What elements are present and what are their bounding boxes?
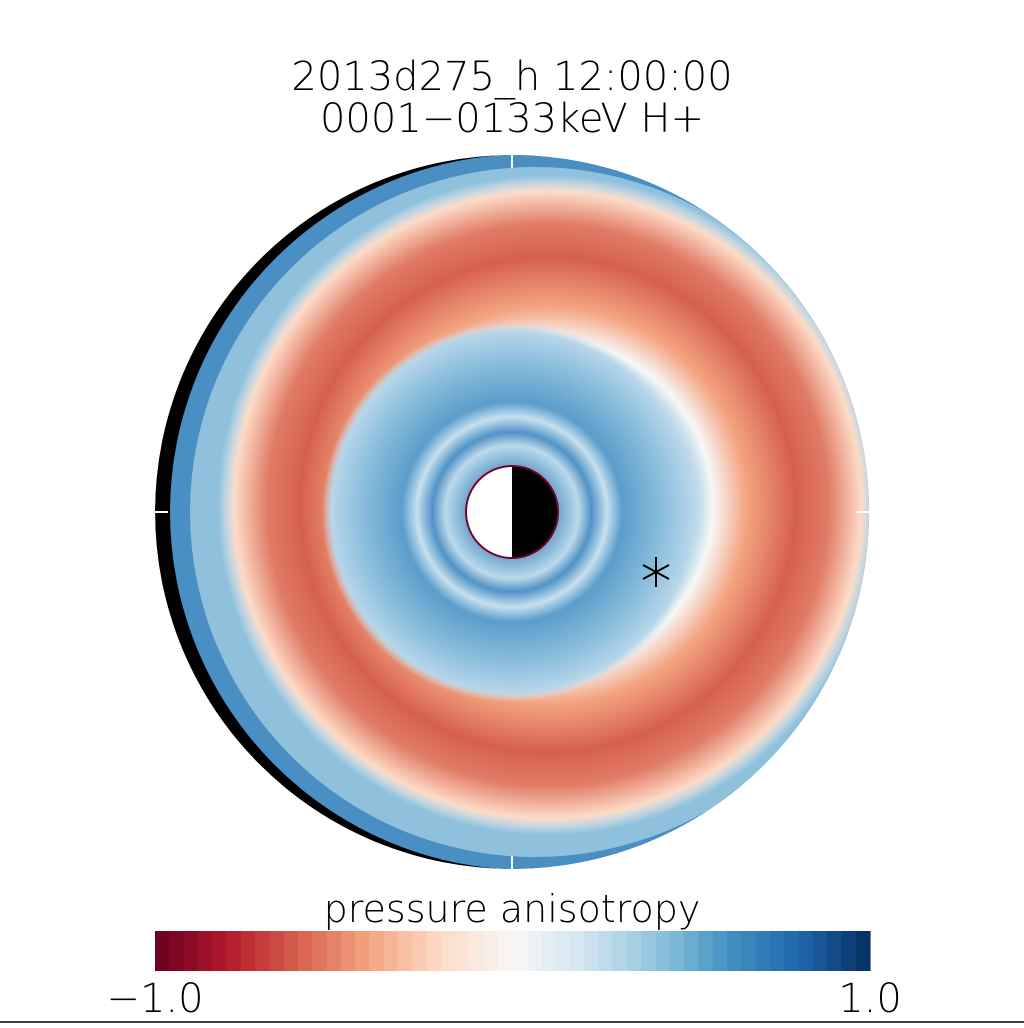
colorbar-segment xyxy=(226,931,242,971)
colorbar-segment xyxy=(469,931,485,971)
colorbar-segment xyxy=(312,931,328,971)
colorbar-segment xyxy=(197,931,213,971)
colorbar-segment xyxy=(441,931,456,971)
colorbar-segment xyxy=(212,931,228,971)
colorbar-tick-label: −1.0 xyxy=(106,976,203,1022)
colorbar-segment xyxy=(326,931,342,971)
colorbar-segment xyxy=(827,931,842,971)
colorbar-segment xyxy=(641,931,657,971)
earth xyxy=(465,465,559,559)
colorbar-segment xyxy=(512,931,528,971)
chart-title: 2013d275_h 12:00:00 xyxy=(291,54,732,100)
colorbar-segment xyxy=(569,931,585,971)
colorbar-segment xyxy=(298,931,313,971)
colorbar-segment xyxy=(498,931,514,971)
colorbar-segment xyxy=(769,931,785,971)
colorbar-segment xyxy=(626,931,642,971)
colorbar-tick-label: 1.0 xyxy=(838,976,902,1022)
colorbar-segment xyxy=(655,931,671,971)
chart-subtitle: 0001−0133keV H+ xyxy=(320,96,704,142)
colorbar-segment xyxy=(727,931,742,971)
colorbar-segment xyxy=(340,931,356,971)
colorbar-segment xyxy=(283,931,299,971)
colorbar-segment xyxy=(612,931,628,971)
colorbar-segment xyxy=(669,931,685,971)
colorbar-segment xyxy=(455,931,471,971)
earth-outline xyxy=(465,465,559,559)
colorbar-segment xyxy=(755,931,771,971)
colorbar-segment xyxy=(712,931,728,971)
colorbar-segment xyxy=(784,931,800,971)
colorbar-segment xyxy=(255,931,270,971)
colorbar-segment xyxy=(841,931,857,971)
colorbar: −1.0 1.0 xyxy=(106,931,902,1022)
colorbar-segment xyxy=(369,931,385,971)
colorbar-segment xyxy=(798,931,814,971)
colorbar-segment xyxy=(269,931,285,971)
colorbar-segment xyxy=(741,931,757,971)
colorbar-segment xyxy=(398,931,413,971)
colorbar-segment xyxy=(240,931,256,971)
colorbar-segment xyxy=(598,931,614,971)
colorbar-segment xyxy=(355,931,371,971)
colorbar-segment xyxy=(684,931,699,971)
marker xyxy=(642,557,670,587)
colorbar-segment xyxy=(169,931,185,971)
colorbar-segment xyxy=(155,931,170,971)
colorbar-segment xyxy=(426,931,442,971)
colorbar-segment xyxy=(855,931,871,971)
colorbar-segment xyxy=(383,931,399,971)
colorbar-segment xyxy=(555,931,571,971)
colorbar-segment xyxy=(412,931,428,971)
colorbar-segment xyxy=(698,931,714,971)
colorbar-label: pressure anisotropy xyxy=(324,887,701,931)
frame-ticks xyxy=(155,155,869,869)
colorbar-segment xyxy=(541,931,556,971)
colorbar-segment xyxy=(812,931,828,971)
colorbar-segment xyxy=(183,931,199,971)
colorbar-segment xyxy=(526,931,542,971)
earth-night xyxy=(512,466,558,558)
colorbar-segment xyxy=(584,931,599,971)
colorbar-segment xyxy=(483,931,499,971)
